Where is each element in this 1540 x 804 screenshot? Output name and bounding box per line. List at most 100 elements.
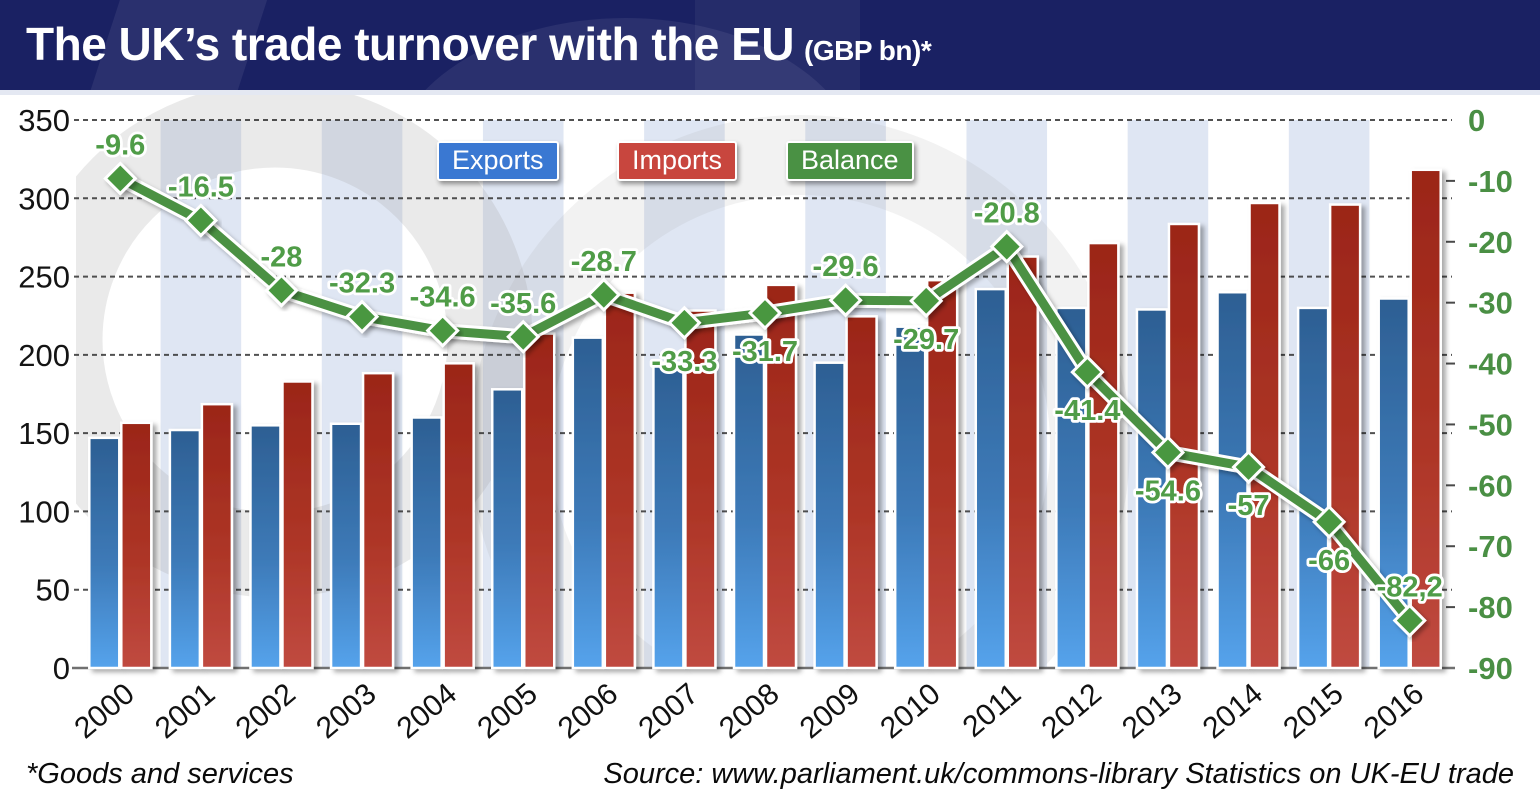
imports-bar-2015	[1328, 203, 1362, 670]
header-watermark-band	[695, 0, 860, 90]
imports-bar-2004	[442, 362, 475, 670]
balance-marker-2009	[828, 283, 863, 318]
legend-item-imports: Imports	[617, 141, 738, 181]
exports-bar-2001	[168, 428, 202, 670]
bars-group	[88, 168, 1442, 670]
imports-bar-2012	[1087, 241, 1120, 670]
exports-bar-2003	[329, 422, 363, 670]
left-axis-label: 350	[18, 103, 70, 138]
balance-marker-2011	[989, 229, 1024, 264]
balance-marker-2015	[1311, 504, 1347, 539]
right-axis-label: -40	[1468, 347, 1513, 382]
page-title-row: The UK’s trade turnover with the EU (GBP …	[0, 0, 1540, 81]
exports-bar-2008	[732, 333, 766, 670]
footnote: *Goods and services	[26, 758, 294, 790]
balance-marker-2010	[909, 283, 944, 318]
x-axis-label-2000: 2000	[68, 677, 140, 745]
balance-value-label-2004: -34.6	[410, 282, 476, 314]
left-axis-label: 0	[53, 651, 70, 686]
exports-bar-2011	[974, 287, 1008, 670]
exports-bar-2004	[410, 416, 443, 670]
imports-bar-2001	[200, 402, 234, 670]
balance-value-label-2007: -33.3	[651, 346, 717, 378]
balance-value-label-2010: -29.7	[893, 324, 959, 356]
balance-value-label-2001: -16.5	[168, 171, 234, 203]
imports-bar-2016	[1409, 168, 1442, 670]
balance-marker-2008	[747, 295, 783, 331]
x-axis-label-2007: 2007	[633, 677, 705, 745]
right-axis-label: 0	[1468, 103, 1485, 138]
chart-canvas: 350 300 250 200 150 100 50 0 0 -10 -20 -30 -40 -50 -60…	[18, 95, 1513, 745]
x-axis-label-2012: 2012	[1036, 677, 1108, 745]
imports-bar-2009	[845, 315, 878, 670]
balance-value-label-2008: -31.7	[732, 336, 798, 368]
balance-value-label-2012: -41.4	[1054, 395, 1120, 427]
balance-value-label-2011: -20.8	[974, 198, 1040, 230]
left-axis-label: 200	[18, 338, 70, 373]
legend-item-balance: Balance	[786, 141, 914, 181]
x-axis-label-2010: 2010	[874, 677, 946, 745]
x-axis-label-2003: 2003	[310, 677, 382, 745]
exports-bar-2006	[571, 336, 605, 670]
legend-item-exports: Exports	[437, 141, 559, 181]
x-axis-label-2002: 2002	[230, 677, 302, 745]
balance-value-label-2003: -32.3	[329, 268, 395, 300]
header-divider	[0, 90, 1540, 95]
x-axis-label-2014: 2014	[1197, 677, 1269, 745]
imports-bar-2010	[925, 278, 959, 670]
x-axis-label-2004: 2004	[391, 677, 463, 745]
x-axis-label-2011: 2011	[957, 677, 1028, 744]
exports-bar-2013	[1135, 308, 1169, 670]
x-axis-label-2001: 2001	[149, 677, 221, 745]
imports-bar-2006	[603, 291, 637, 670]
right-axis-label: -70	[1468, 529, 1513, 564]
balance-value-label-2015: -66	[1308, 545, 1350, 577]
balance-marker-2004	[425, 313, 460, 348]
right-axis-label: -10	[1468, 164, 1513, 199]
balance-value-label-2014: -57	[1228, 490, 1270, 522]
balance-value-label-2005: -35.6	[490, 288, 556, 320]
chart-area: 350 300 250 200 150 100 50 0 0 -10 -20 -30 -40 -50 -60…	[0, 95, 1540, 745]
balance-marker-2013	[1150, 435, 1186, 470]
balance-marker-2005	[506, 319, 541, 354]
imports-bar-2002	[281, 380, 314, 670]
right-axis-label: -90	[1468, 651, 1513, 686]
balance-marker-2014	[1231, 449, 1266, 485]
x-axis-label-2006: 2006	[552, 677, 624, 745]
title-bar: The UK’s trade turnover with the EU (GBP …	[0, 0, 1540, 90]
imports-bar-2003	[361, 371, 395, 670]
imports-bar-2000	[120, 421, 153, 670]
page-title: The UK’s trade turnover with the EU	[26, 18, 795, 70]
balance-marker-2002	[264, 273, 299, 308]
x-axis-label-2009: 2009	[794, 677, 866, 745]
balance-value-label-2000: -9.6	[95, 129, 145, 161]
right-axis-label: -20	[1468, 225, 1513, 260]
imports-bar-2005	[522, 332, 556, 670]
right-axis-label: -60	[1468, 468, 1513, 503]
page-subtitle: (GBP bn)*	[804, 35, 932, 66]
x-axis-label-2008: 2008	[713, 677, 785, 745]
exports-bar-2014	[1216, 290, 1249, 670]
x-axis-label-2005: 2005	[471, 677, 543, 745]
balance-value-label-2002: -28	[261, 241, 303, 273]
balance-marker-2003	[344, 299, 380, 334]
exports-bar-2005	[490, 388, 524, 670]
exports-bar-2002	[249, 424, 282, 670]
balance-marker-2012	[1070, 354, 1105, 390]
exports-bar-2009	[813, 361, 846, 670]
exports-bar-2015	[1296, 306, 1330, 670]
balance-line	[103, 161, 1427, 638]
balance-marker-2000	[103, 161, 138, 196]
left-axis-label: 300	[18, 181, 70, 216]
exports-bar-2010	[893, 325, 927, 670]
imports-bar-2014	[1248, 201, 1281, 670]
imports-bar-2008	[764, 283, 798, 670]
imports-bar-2007	[684, 309, 717, 670]
left-axis-label: 100	[18, 494, 70, 529]
balance-marker-2001	[183, 203, 219, 238]
balance-value-label-2013: -54.6	[1135, 475, 1201, 507]
left-axis-label: 50	[36, 573, 70, 608]
left-axis-label: 250	[18, 260, 70, 295]
exports-bar-2007	[652, 361, 685, 670]
exports-bar-2000	[88, 436, 121, 670]
